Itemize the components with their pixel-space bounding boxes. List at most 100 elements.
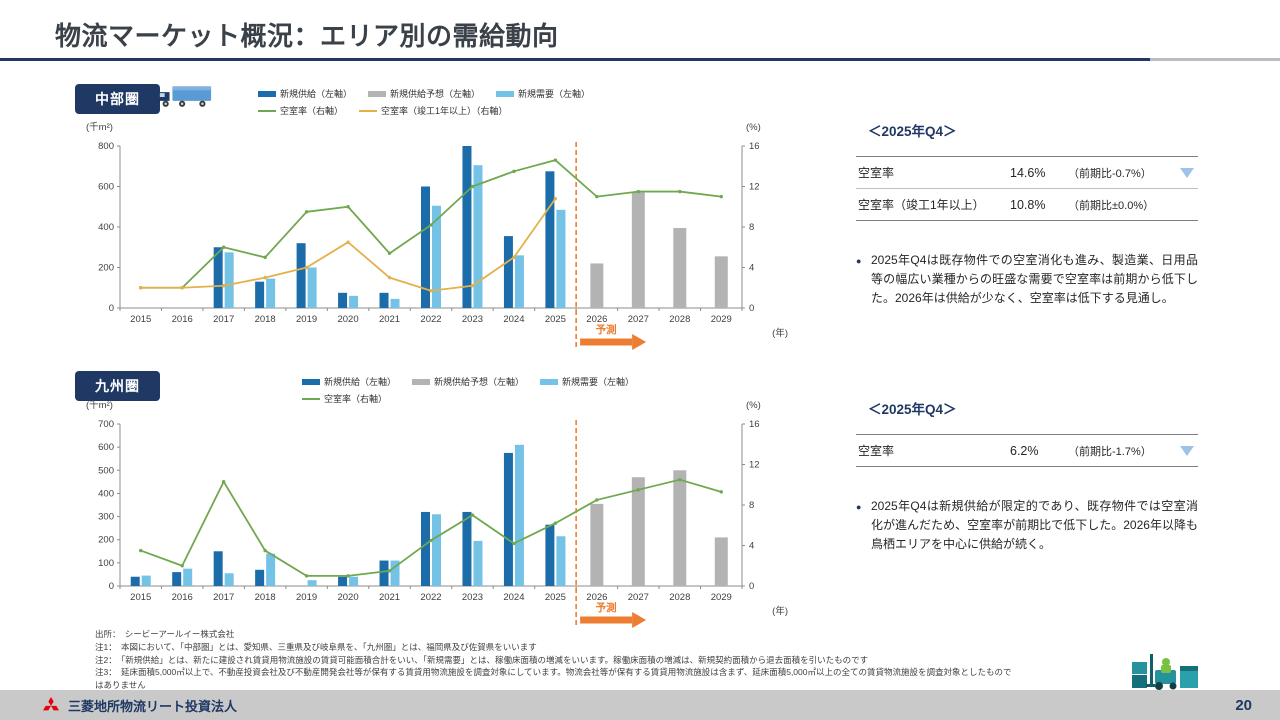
svg-text:16: 16 <box>749 419 760 430</box>
svg-text:2024: 2024 <box>503 592 524 603</box>
legend-item: 新規供給予想（左軸） <box>368 87 480 100</box>
legend-item: 新規需要（左軸） <box>496 87 590 100</box>
legend-item: 空室率（右軸） <box>302 392 387 405</box>
svg-text:400: 400 <box>98 488 114 499</box>
kyushu-demand-supply-chart: 0 100 200 300 400 500 600 700 0 4 8 12 16 2015 2016 201… <box>86 400 788 628</box>
svg-text:2020: 2020 <box>337 592 358 603</box>
svg-text:2029: 2029 <box>711 592 732 603</box>
legend-item: 空室率（竣工1年以上）（右軸） <box>359 104 508 117</box>
svg-text:(年): (年) <box>772 327 788 339</box>
legend-item: 新規供給（左軸） <box>258 87 352 100</box>
chubu-demand-supply-chart: 0 200 400 600 800 0 4 8 12 16 2015 2016 2017 2018 2019… <box>86 122 788 350</box>
svg-text:16: 16 <box>749 141 760 152</box>
down-triangle-icon <box>1180 167 1194 178</box>
legend-item: 新規供給予想（左軸） <box>412 375 524 388</box>
svg-text:(%): (%) <box>746 122 761 133</box>
svg-text:2024: 2024 <box>503 314 524 325</box>
svg-text:2027: 2027 <box>628 592 649 603</box>
mitsubishi-logo-icon <box>43 697 59 711</box>
svg-text:2022: 2022 <box>420 314 441 325</box>
legend-swatch <box>496 90 515 97</box>
legend-swatch <box>368 90 387 97</box>
footnote-3: 注3： 延床面積5,000㎡以上で、不動産投資会社及び不動産開発会社等が保有する… <box>95 667 1012 690</box>
legend-swatch <box>540 378 559 385</box>
legend-swatch <box>302 378 320 385</box>
commentary: 2025年Q4は既存物件での空室消化も進み、製造業、日用品等の幅広い業種からの旺… <box>856 251 1198 309</box>
svg-text:600: 600 <box>98 182 114 193</box>
company-name: 三菱地所物流リート投資法人 <box>68 698 238 714</box>
svg-text:2028: 2028 <box>669 314 690 325</box>
stat-label: 空室率（竣工1年以上） <box>858 198 985 212</box>
down-triangle-icon <box>1180 445 1194 456</box>
svg-text:100: 100 <box>98 558 114 569</box>
svg-text:12: 12 <box>749 182 760 193</box>
legend-label: 空室率（右軸） <box>280 106 344 116</box>
footer-bar: 三菱地所物流リート投資法人 20 <box>0 690 1280 720</box>
svg-text:2016: 2016 <box>172 592 193 603</box>
svg-text:2017: 2017 <box>213 592 234 603</box>
region-badge-chubu: 中部圏 <box>75 84 160 114</box>
legend-swatch <box>412 378 431 385</box>
forklift-warehouse-icon <box>1132 654 1198 690</box>
title-underline-gray <box>1150 58 1280 61</box>
svg-text:予測: 予測 <box>596 323 617 336</box>
title-underline <box>0 58 1280 61</box>
chubu-stats-panel: ＜2025年Q4＞ 空室率 14.6% （前期比-0.7%） 空室率（竣工1年以… <box>856 120 1198 309</box>
kyushu-chart-legend: 新規供給（左軸） 新規供給予想（左軸） 新規需要（左軸） 空室率（右軸） <box>302 375 634 405</box>
legend-item: 新規需要（左軸） <box>540 375 634 388</box>
svg-text:2025: 2025 <box>545 314 566 325</box>
svg-text:8: 8 <box>749 222 754 233</box>
svg-text:2028: 2028 <box>669 592 690 603</box>
legend-label: 新規需要（左軸） <box>562 377 635 387</box>
stat-change: （前期比-0.7%） <box>1068 167 1152 180</box>
vacancy-stats-table: 空室率 14.6% （前期比-0.7%） 空室率（竣工1年以上） 10.8% （… <box>856 156 1198 221</box>
svg-text:0: 0 <box>749 303 754 314</box>
svg-text:2018: 2018 <box>255 592 276 603</box>
footnote-2: 注2： 「新規供給」とは、新たに建設され賃貸用物流施設の賃貸可能面積合計をいい、… <box>95 654 869 665</box>
svg-text:2026: 2026 <box>586 592 607 603</box>
legend-label: 新規供給予想（左軸） <box>390 89 481 99</box>
legend-swatch <box>258 109 276 112</box>
svg-text:2021: 2021 <box>379 314 400 325</box>
svg-text:500: 500 <box>98 465 114 476</box>
svg-text:600: 600 <box>98 442 114 453</box>
page-title: 物流マーケット概況：エリア別の需給動向 <box>55 21 559 51</box>
svg-text:200: 200 <box>98 263 114 274</box>
legend-label: 新規需要（左軸） <box>518 89 591 99</box>
footnote-1: 注1： 本図において、「中部圏」とは、愛知県、三重県及び岐阜県を、「九州圏」とは… <box>95 641 537 652</box>
legend-label: 空室率（右軸） <box>324 394 388 404</box>
svg-text:12: 12 <box>749 460 760 471</box>
title-underline-dark <box>0 58 1150 61</box>
legend-swatch <box>359 109 378 112</box>
svg-text:2019: 2019 <box>296 314 317 325</box>
chubu-chart-legend: 新規供給（左軸） 新規供給予想（左軸） 新規需要（左軸） 空室率（右軸） 空室率（竣工1… <box>258 87 590 117</box>
legend-swatch <box>302 397 320 400</box>
svg-text:2016: 2016 <box>172 314 193 325</box>
stat-change: （前期比±0.0%） <box>1068 199 1155 212</box>
svg-text:(千m²): (千m²) <box>86 400 113 411</box>
svg-text:2018: 2018 <box>255 314 276 325</box>
svg-text:4: 4 <box>749 263 754 274</box>
svg-text:0: 0 <box>109 303 114 314</box>
svg-text:(年): (年) <box>772 605 788 617</box>
svg-text:2026: 2026 <box>586 314 607 325</box>
svg-text:2027: 2027 <box>628 314 649 325</box>
stat-label: 空室率 <box>858 166 895 180</box>
svg-text:4: 4 <box>749 541 754 552</box>
svg-text:400: 400 <box>98 222 114 233</box>
svg-text:700: 700 <box>98 419 114 430</box>
stat-value: 10.8% <box>1010 197 1046 212</box>
table-row: 空室率 14.6% （前期比-0.7%） <box>856 157 1198 188</box>
legend-label: 空室率（竣工1年以上）（右軸） <box>381 106 508 116</box>
svg-text:2023: 2023 <box>462 314 483 325</box>
stat-value: 14.6% <box>1010 165 1046 180</box>
svg-text:2020: 2020 <box>337 314 358 325</box>
vacancy-stats-table: 空室率 6.2% （前期比-1.7%） <box>856 434 1198 467</box>
page-number: 20 <box>1235 696 1252 714</box>
stat-value: 6.2% <box>1010 443 1039 458</box>
legend-item: 新規供給（左軸） <box>302 375 396 388</box>
quarter-heading: ＜2025年Q4＞ <box>868 402 957 417</box>
svg-text:2019: 2019 <box>296 592 317 603</box>
commentary: 2025年Q4は新規供給が限定的であり、既存物件では空室消化が進んだため、空室率… <box>856 497 1198 555</box>
